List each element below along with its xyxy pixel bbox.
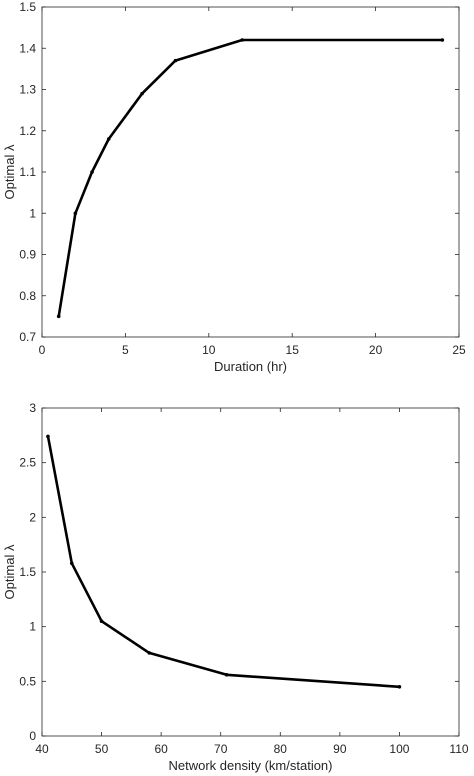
- chart-network-density: 40 50 60 70 80 90 100 110 0 0.5 1 1.5 2 2.5 3 Network d…: [2, 401, 469, 773]
- chart-duration: 0 5 10 15 20 25 0.7 0.8 0.9 1 1.1 1.2 1.3 1.4 1.5 Durat…: [2, 0, 466, 374]
- y-tick-label: 3: [29, 401, 36, 415]
- y-tick-label: 1: [29, 620, 36, 634]
- x-axis-label: Duration (hr): [214, 359, 287, 374]
- x-tick-label: 15: [286, 343, 300, 357]
- data-point: [99, 619, 104, 623]
- x-axis-label: Network density (km/station): [169, 758, 333, 773]
- series-line: [46, 435, 401, 689]
- x-tick-label: 20: [369, 343, 383, 357]
- x-tick-label: 25: [452, 343, 466, 357]
- data-point: [46, 434, 50, 439]
- y-tick-label: 0.9: [19, 248, 36, 262]
- data-point: [173, 58, 178, 63]
- series-line: [57, 38, 444, 318]
- data-point: [140, 91, 144, 96]
- data-point: [440, 38, 445, 42]
- y-tick-label: 1.5: [19, 0, 36, 14]
- data-point: [90, 170, 94, 174]
- x-tick-label: 10: [202, 343, 216, 357]
- data-point: [397, 685, 402, 689]
- y-tick-label: 1.2: [19, 124, 36, 138]
- x-tick-label: 50: [95, 742, 109, 756]
- y-tick-label: 0.8: [19, 289, 36, 303]
- x-tick-label: 5: [122, 343, 129, 357]
- y-tick-label: 0.5: [19, 674, 36, 688]
- y-tick-label: 0: [29, 729, 36, 743]
- data-point: [56, 314, 61, 319]
- data-point: [69, 561, 74, 566]
- y-tick-label: 0.7: [19, 330, 36, 344]
- y-tick-label: 1.1: [19, 165, 36, 179]
- y-tick-label: 1.5: [19, 565, 36, 579]
- data-point: [73, 211, 78, 216]
- y-axis-label: Optimal λ: [2, 144, 17, 199]
- y-tick-label: 2.5: [19, 456, 36, 470]
- x-tick-label: 60: [154, 742, 168, 756]
- y-axis-label: Optimal λ: [2, 544, 17, 599]
- axes-box: [41, 6, 460, 338]
- x-tick-label: 90: [333, 742, 347, 756]
- x-tick-label: 80: [274, 742, 288, 756]
- x-tick-label: 40: [35, 742, 49, 756]
- x-tick-label: 70: [214, 742, 228, 756]
- x-tick-label: 0: [39, 343, 46, 357]
- y-tick-label: 1: [29, 206, 36, 220]
- x-tick-label: 100: [389, 742, 409, 756]
- data-point: [106, 137, 111, 141]
- data-point: [240, 38, 244, 42]
- y-tick-label: 1.4: [19, 41, 36, 55]
- y-tick-label: 2: [29, 510, 36, 524]
- y-tick-label: 1.3: [19, 83, 36, 97]
- x-tick-label: 110: [449, 742, 468, 756]
- data-point: [147, 651, 152, 655]
- data-point: [224, 672, 229, 677]
